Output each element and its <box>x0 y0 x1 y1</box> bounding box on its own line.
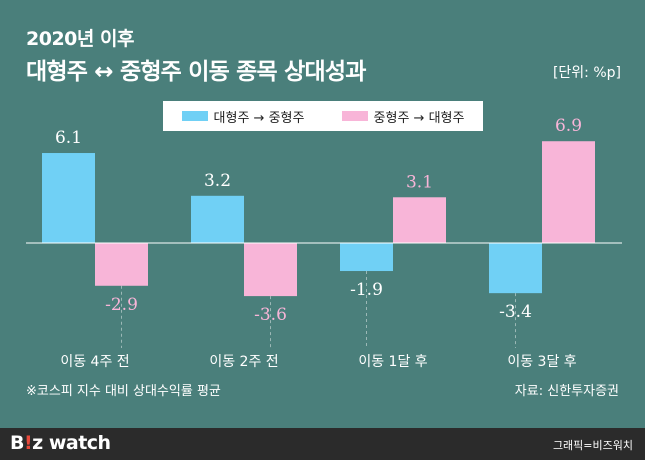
legend-swatch-mid-to-large <box>341 111 368 121</box>
legend-item-large-to-mid: 대형주 → 중형주 <box>181 107 305 126</box>
logo-accent: ! <box>23 432 33 454</box>
bar <box>489 243 542 294</box>
chart-card: 2020년 이후 대형주 ↔ 중형주 이동 종목 상대성과 [단위: %p] 대… <box>0 0 645 428</box>
chart-title: 대형주 ↔ 중형주 이동 종목 상대성과 <box>26 59 366 85</box>
bar <box>393 197 446 243</box>
footnote: ※코스피 지수 대비 상대수익률 평균 <box>26 384 221 399</box>
bar-chart: 6.1 -2.9 이동 4주 전 3.2 -3.6 이동 2주 전 -1.9 3.1 이동 1달… <box>26 116 622 370</box>
x-tick-label: 이동 2주 전 <box>209 354 278 370</box>
legend-label-mid-to-large: 중형주 → 대형주 <box>373 110 465 126</box>
footer-bar: B!z watch 그래픽=비즈워치 <box>0 428 645 460</box>
data-label: -3.6 <box>254 305 287 325</box>
logo-prefix: B <box>10 432 24 454</box>
graphic-credit: 그래픽=비즈워치 <box>552 439 633 452</box>
legend-item-mid-to-large: 중형주 → 대형주 <box>341 107 465 126</box>
data-label: 3.1 <box>406 172 433 192</box>
legend: 대형주 → 중형주 중형주 → 대형주 <box>163 101 483 131</box>
bar <box>191 195 244 243</box>
data-label: 6.1 <box>55 128 82 148</box>
bar <box>340 243 393 272</box>
data-label: 6.9 <box>555 116 582 136</box>
legend-label-large-to-mid: 대형주 → 중형주 <box>213 110 305 126</box>
data-label: -3.4 <box>499 302 532 322</box>
bar <box>42 153 95 243</box>
bar <box>542 141 595 243</box>
data-label: -1.9 <box>350 280 383 300</box>
data-label: 3.2 <box>204 171 231 191</box>
x-tick-label: 이동 3달 후 <box>507 354 576 370</box>
legend-swatch-large-to-mid <box>181 111 208 121</box>
source-note: 자료: 신한투자증권 <box>514 384 619 399</box>
bizwatch-logo: B!z watch <box>10 432 111 454</box>
unit-label: [단위: %p] <box>552 65 621 81</box>
x-tick-label: 이동 4주 전 <box>60 354 129 370</box>
bar <box>244 243 297 297</box>
chart-subtitle: 2020년 이후 <box>26 28 134 50</box>
data-label: -2.9 <box>105 295 138 315</box>
bar <box>95 243 148 286</box>
x-tick-label: 이동 1달 후 <box>358 354 427 370</box>
logo-suffix: z watch <box>32 432 111 454</box>
